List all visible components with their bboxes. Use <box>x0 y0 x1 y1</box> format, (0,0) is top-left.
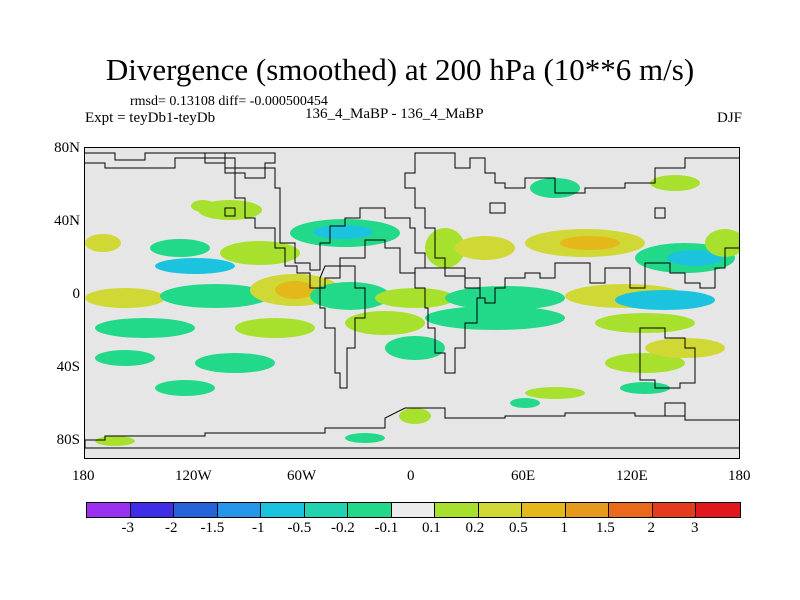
colorbar-label: -0.2 <box>331 520 355 536</box>
lat-tick-40n: 40N <box>54 213 80 229</box>
colorbar-label: 1.5 <box>596 520 615 536</box>
colorbar-cell <box>87 503 131 517</box>
lat-tick-eq: 0 <box>72 286 81 302</box>
lat-tick-40s: 40S <box>56 359 80 375</box>
colorbar-cell <box>565 503 609 517</box>
colorbar-cell <box>478 503 522 517</box>
divergence-map <box>84 147 740 459</box>
colorbar-label: 0.5 <box>509 520 528 536</box>
map-canvas <box>85 152 739 449</box>
model-label: 136_4_MaBP - 136_4_MaBP <box>305 106 484 122</box>
lat-tick-80n: 80N <box>54 140 80 156</box>
colorbar-cell <box>391 503 435 517</box>
lon-tick-180w: 180 <box>72 468 95 484</box>
stats-line: rmsd= 0.13108 diff= -0.000500454 <box>130 94 328 109</box>
colorbar-cell <box>652 503 696 517</box>
colorbar-cell <box>261 503 305 517</box>
season-label: DJF <box>716 110 742 126</box>
colorbar-label: -0.5 <box>287 520 312 536</box>
colorbar-cell <box>609 503 653 517</box>
lon-tick-180e: 180 <box>728 468 751 484</box>
colorbar-label: -3 <box>121 520 135 536</box>
experiment-label: Expt = teyDb1-teyDb <box>85 110 216 126</box>
colorbar-label: -0.1 <box>374 520 399 536</box>
colorbar-label: 0.1 <box>422 520 441 536</box>
lon-tick-0: 0 <box>407 468 415 484</box>
colorbar-cell <box>174 503 218 517</box>
colorbar-cell <box>130 503 174 517</box>
lon-tick-120w: 120W <box>175 468 212 484</box>
colorbar-label: 2 <box>647 520 656 536</box>
colorbar-label: -2 <box>165 520 178 536</box>
colorbar-label: -1 <box>252 520 265 536</box>
colorbar-label: -1.5 <box>200 520 225 536</box>
continent-outlines <box>85 152 739 449</box>
colorbar-cell <box>304 503 348 517</box>
colorbar <box>86 502 741 518</box>
colorbar-label: 1 <box>560 520 569 536</box>
colorbar-cell <box>696 503 740 517</box>
colorbar-label: 3 <box>691 520 699 536</box>
lat-tick-mark <box>84 147 92 148</box>
field-blobs <box>85 175 739 446</box>
lon-tick-60w: 60W <box>287 468 317 484</box>
colorbar-label: 0.2 <box>465 520 485 536</box>
lat-tick-80s: 80S <box>56 432 80 448</box>
colorbar-cell <box>435 503 479 517</box>
lon-tick-120e: 120E <box>616 468 648 484</box>
colorbar-cell <box>217 503 261 517</box>
lon-tick-60e: 60E <box>511 468 536 484</box>
colorbar-cell <box>522 503 566 517</box>
page-title: Divergence (smoothed) at 200 hPa (10**6 … <box>105 52 695 87</box>
colorbar-cell <box>348 503 392 517</box>
